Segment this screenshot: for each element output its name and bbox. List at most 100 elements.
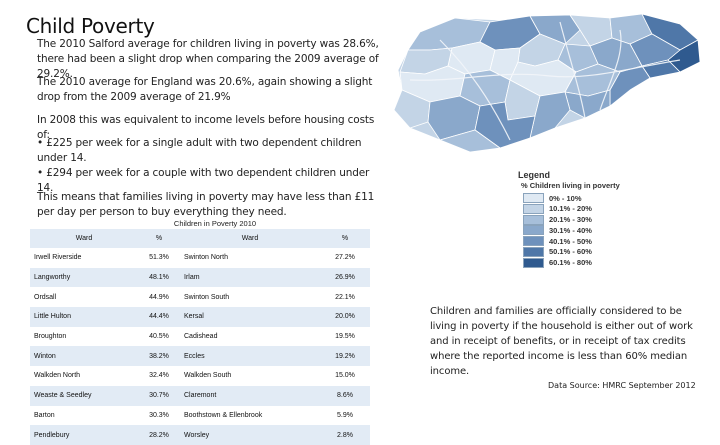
ward-name: Weaste & Seedley [30, 385, 138, 406]
ward-percent: 2.8% [320, 425, 370, 445]
legend-item: 60.1% - 80% [523, 257, 708, 268]
ward-name: Pendlebury [30, 425, 138, 445]
paragraph-income-bullets: • £225 per week for a single adult with … [37, 136, 385, 196]
map-ward-shape [439, 129, 501, 153]
ward-percent: 51.3% [138, 248, 180, 268]
ward-name: Irlam [180, 267, 320, 288]
ward-percent: 30.3% [138, 405, 180, 426]
ward-name: Barton [30, 405, 138, 426]
map-legend: Legend % Children living in poverty 0% -… [518, 170, 708, 269]
bullet-couple: • £294 per week for a couple with two de… [37, 167, 370, 194]
ward-percent: 44.9% [138, 287, 180, 308]
legend-label: 30.1% - 40% [549, 225, 592, 235]
ward-name: Little Hulton [30, 307, 138, 327]
legend-swatch [523, 214, 544, 225]
ward-name: Cadishead [180, 326, 320, 347]
ward-name: Langworthy [30, 267, 138, 288]
page-title: Child Poverty [26, 14, 155, 38]
legend-swatch [523, 225, 544, 236]
paragraph-salford-average: The 2010 Salford average for children li… [37, 38, 379, 80]
ward-percent: 28.2% [138, 425, 180, 445]
legend-label: 20.1% - 30% [549, 215, 592, 225]
legend-label: 40.1% - 50% [549, 236, 592, 246]
map-road [409, 59, 681, 81]
ward-percent: 40.5% [138, 326, 180, 347]
legend-subtitle: % Children living in poverty [521, 181, 620, 190]
ward-percent: 19.5% [320, 326, 370, 347]
legend-item: 10.1% - 20% [523, 203, 708, 214]
table-row: Walkden North 32.4% Walkden South 15.0% [30, 366, 370, 386]
legend-item: 30.1% - 40% [523, 225, 708, 236]
ward-percent: 38.2% [138, 346, 180, 367]
legend-title: Legend [518, 170, 551, 180]
ward-name: Eccles [180, 346, 320, 367]
legend-swatch [523, 203, 544, 214]
ward-percent: 30.7% [138, 385, 180, 406]
table-row: Irwell Riverside 51.3% Swinton North 27.2% [30, 248, 370, 268]
map-road [439, 39, 511, 141]
ward-name: Kersal [180, 307, 320, 327]
ward-name: Broughton [30, 326, 138, 347]
table-row: Ordsall 44.9% Swinton South 22.1% [30, 287, 370, 308]
data-source: Data Source: HMRC September 2012 [548, 381, 696, 390]
ward-name: Walkden North [30, 366, 138, 386]
legend-items: 0% - 10% 10.1% - 20% 20.1% - 30% 30.1% - 40… [518, 193, 708, 268]
legend-swatch [523, 246, 544, 257]
legend-swatch [523, 193, 544, 203]
table-row: Langworthy 48.1% Irlam 26.9% [30, 267, 370, 288]
paragraph-daily-budget: This means that families living in pover… [37, 191, 375, 218]
table-caption: Children in Poverty 2010 [173, 219, 257, 228]
ward-percent: 26.9% [320, 267, 370, 288]
ward-map [393, 13, 701, 153]
legend-swatch [523, 236, 544, 247]
map-road [599, 29, 622, 111]
ward-name: Swinton South [180, 287, 320, 308]
table-row: Winton 38.2% Eccles 19.2% [30, 346, 370, 367]
legend-swatch [523, 257, 544, 268]
legend-item: 40.1% - 50% [523, 236, 708, 247]
bullet-single-adult: • £225 per week for a single adult with … [37, 137, 362, 164]
ward-percent: 48.1% [138, 267, 180, 288]
ward-name: Winton [30, 346, 138, 367]
header-percent: % [138, 229, 180, 248]
ward-name: Boothstown & Ellenbrook [180, 405, 320, 426]
ward-name: Walkden South [180, 366, 320, 386]
map-road [559, 21, 586, 119]
header-ward: Ward [30, 229, 138, 248]
legend-label: 60.1% - 80% [549, 258, 592, 268]
table-row: Barton 30.3% Boothstown & Ellenbrook 5.9% [30, 405, 370, 426]
ward-name: Claremont [180, 385, 320, 406]
legend-label: 0% - 10% [549, 193, 582, 203]
legend-item: 50.1% - 60% [523, 246, 708, 257]
poverty-definition-note: Children and families are officially con… [430, 306, 693, 377]
paragraph-income-levels: In 2008 this was equivalent to income le… [37, 114, 375, 141]
header-ward: Ward [180, 229, 320, 248]
ward-percent: 20.0% [320, 307, 370, 327]
ward-percent: 32.4% [138, 366, 180, 386]
table-row: Little Hulton 44.4% Kersal 20.0% [30, 307, 370, 327]
map-ward-shape [529, 14, 581, 45]
table-row: Broughton 40.5% Cadishead 19.5% [30, 326, 370, 347]
map-ward-shape [393, 89, 431, 129]
poverty-table: Ward % Ward % Irwell Riverside 51.3% Swint… [30, 229, 370, 445]
legend-item: 0% - 10% [523, 193, 708, 203]
ward-name: Ordsall [30, 287, 138, 308]
table-row: Pendlebury 28.2% Worsley 2.8% [30, 425, 370, 445]
ward-name: Irwell Riverside [30, 248, 138, 268]
legend-label: 10.1% - 20% [549, 204, 592, 214]
table-header-row: Ward % Ward % [30, 229, 370, 248]
ward-name: Swinton North [180, 248, 320, 268]
ward-percent: 27.2% [320, 248, 370, 268]
ward-percent: 19.2% [320, 346, 370, 367]
header-percent: % [320, 229, 370, 248]
ward-percent: 44.4% [138, 307, 180, 327]
ward-percent: 15.0% [320, 366, 370, 386]
legend-item: 20.1% - 30% [523, 214, 708, 225]
ward-percent: 5.9% [320, 405, 370, 426]
legend-label: 50.1% - 60% [549, 247, 592, 257]
ward-percent: 22.1% [320, 287, 370, 308]
ward-name: Worsley [180, 425, 320, 445]
ward-percent: 8.6% [320, 385, 370, 406]
poverty-table-container: Children in Poverty 2010 Ward % Ward % I… [30, 218, 370, 445]
table-row: Weaste & Seedley 30.7% Claremont 8.6% [30, 385, 370, 406]
